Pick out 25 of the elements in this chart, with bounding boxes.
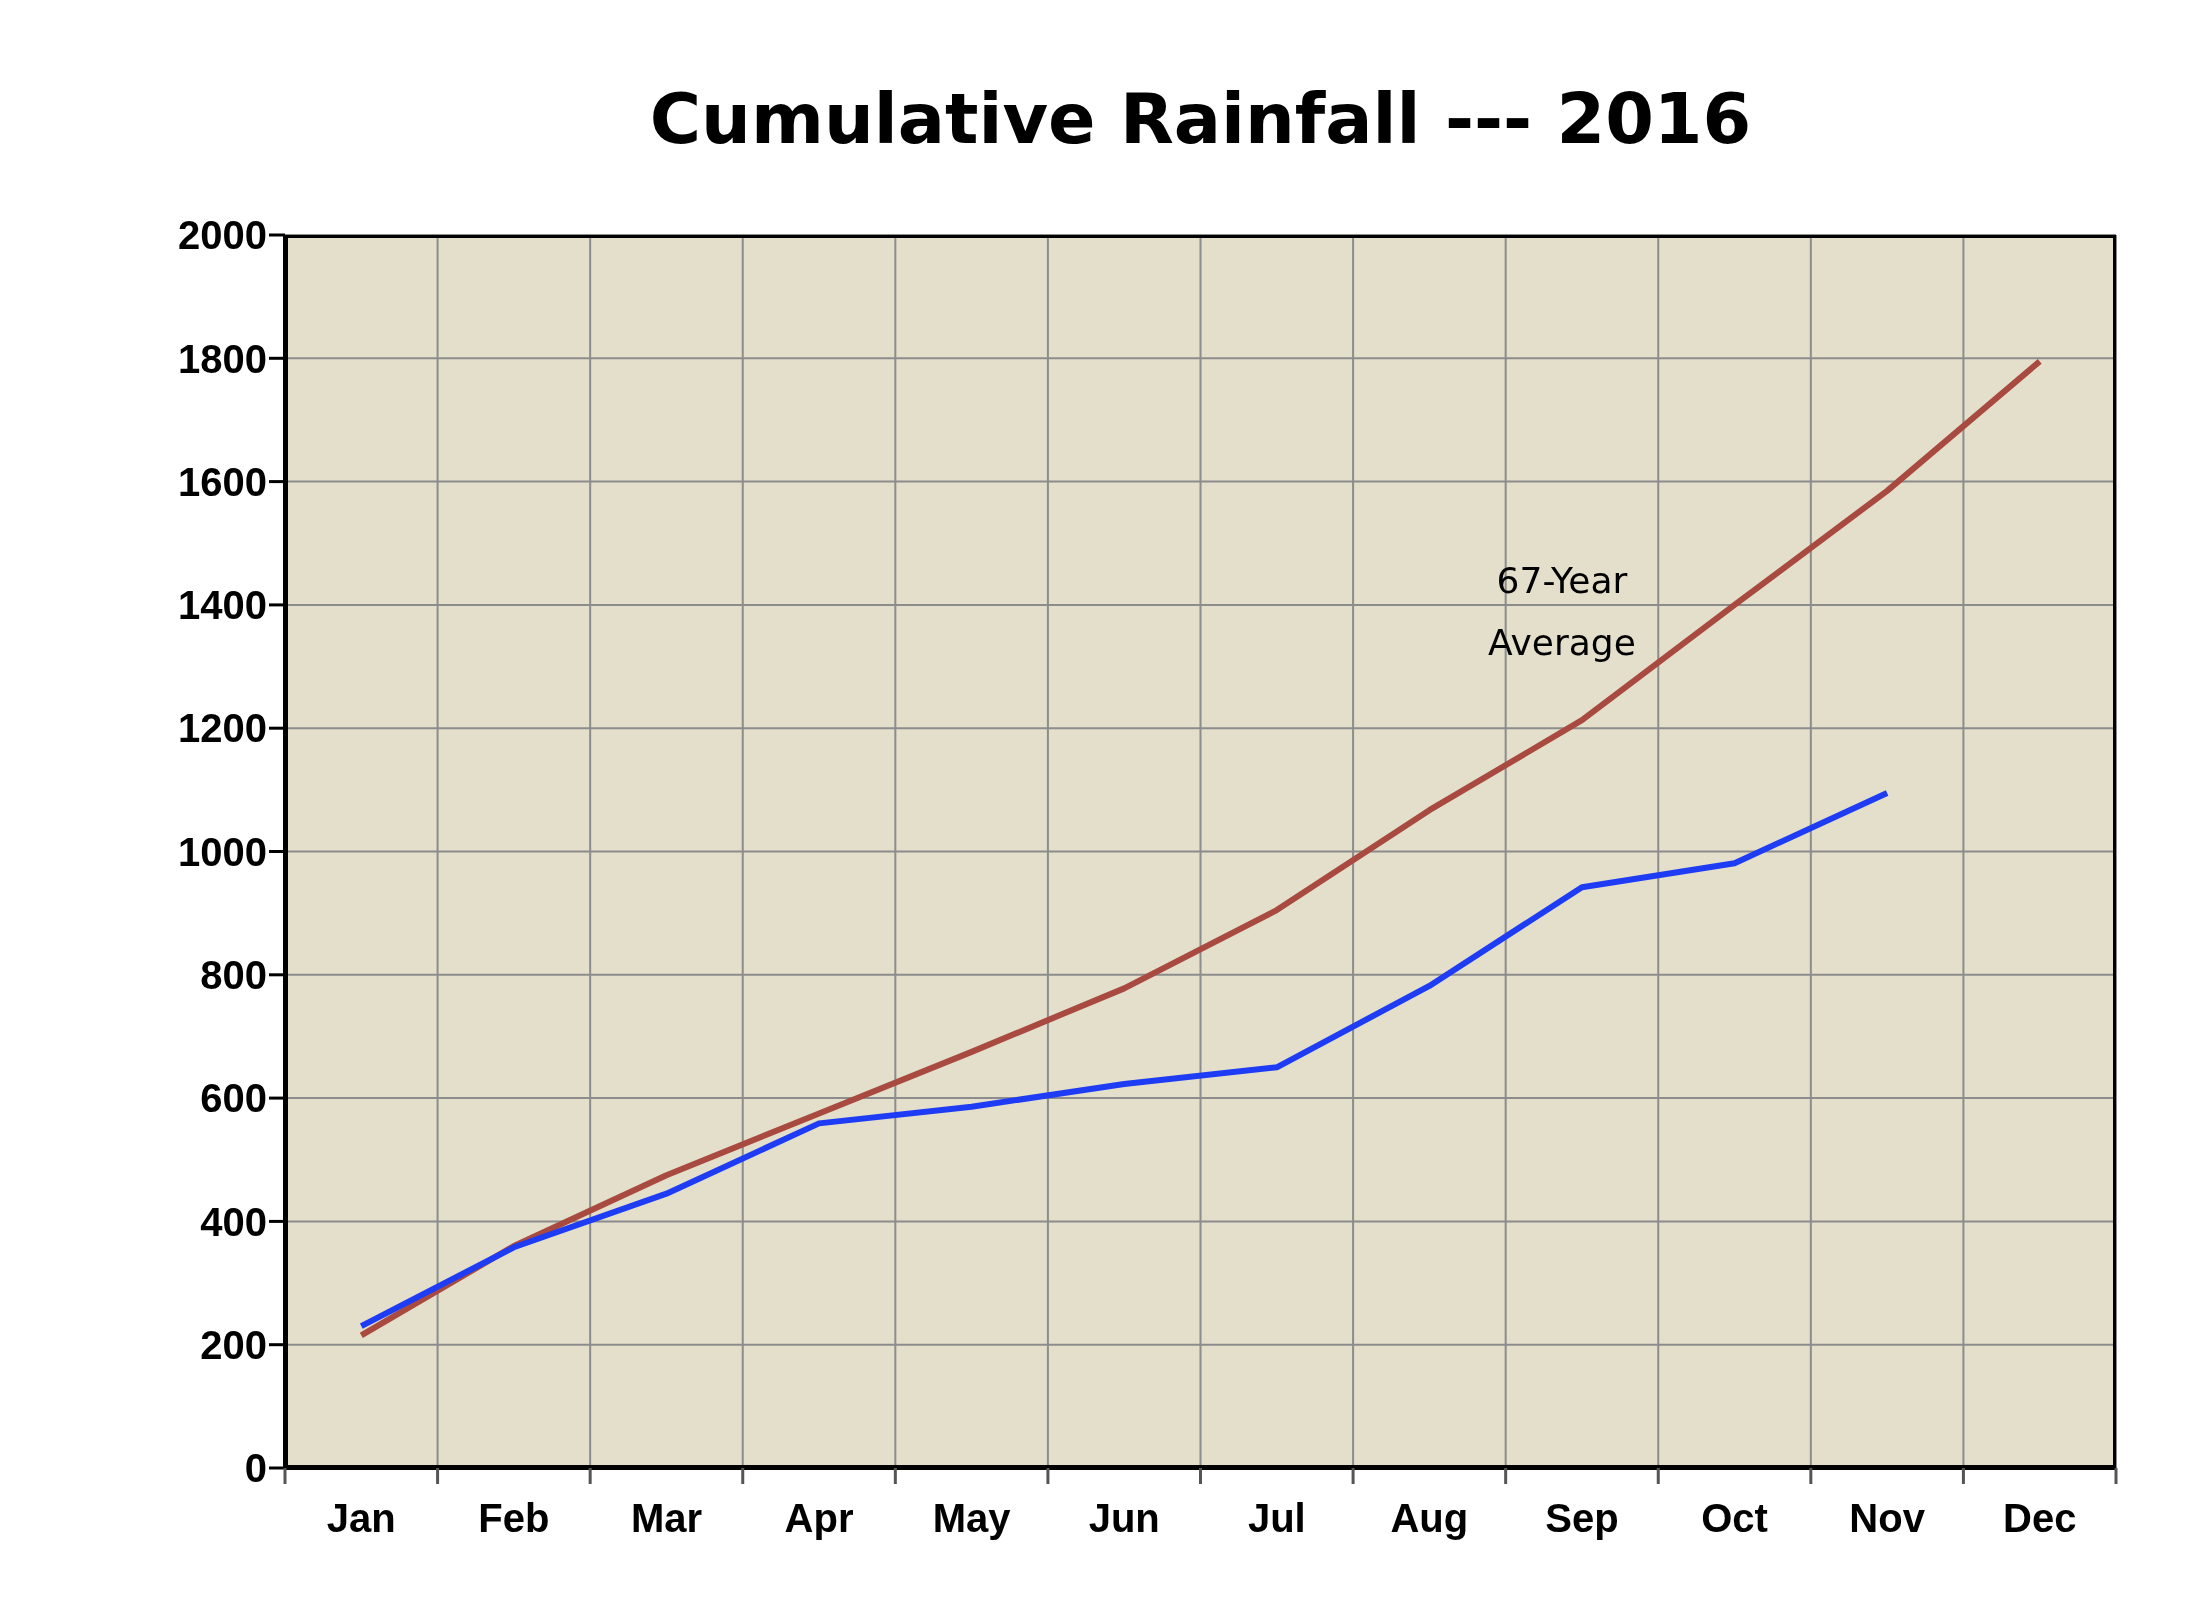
x-tick-label: Jan: [326, 1496, 396, 1541]
x-tick-label: Feb: [478, 1496, 550, 1541]
series-label: 67-Year Average: [1487, 559, 1637, 666]
y-tick-label: 1000: [178, 829, 267, 874]
x-tick-label: Apr: [784, 1496, 854, 1541]
y-tick-label: 1200: [178, 706, 267, 751]
x-tick-label: Aug: [1390, 1496, 1469, 1541]
y-tick-label: 1400: [178, 583, 267, 628]
x-tick-label: Jun: [1088, 1496, 1160, 1541]
x-tick-label: Sep: [1545, 1496, 1619, 1541]
y-tick-label: 1600: [178, 459, 267, 504]
x-tick-label: May: [932, 1496, 1012, 1541]
chart-title: Cumulative Rainfall --- 2016: [648, 78, 1753, 160]
y-tick-label: 200: [200, 1322, 267, 1367]
y-tick-label: 1800: [178, 336, 267, 381]
y-tick-label: 600: [200, 1076, 267, 1121]
x-tick-label: Mar: [630, 1496, 703, 1541]
x-tick-label: Jul: [1247, 1496, 1306, 1541]
y-tick-label: 800: [200, 953, 267, 997]
y-tick-label: 0: [244, 1446, 267, 1491]
y-tick-label: 400: [200, 1199, 267, 1244]
x-tick-label: Oct: [1701, 1496, 1768, 1541]
x-tick-label: Nov: [1849, 1496, 1926, 1541]
y-tick-label: 2000: [178, 213, 267, 258]
x-tick-label: Dec: [2003, 1496, 2077, 1541]
